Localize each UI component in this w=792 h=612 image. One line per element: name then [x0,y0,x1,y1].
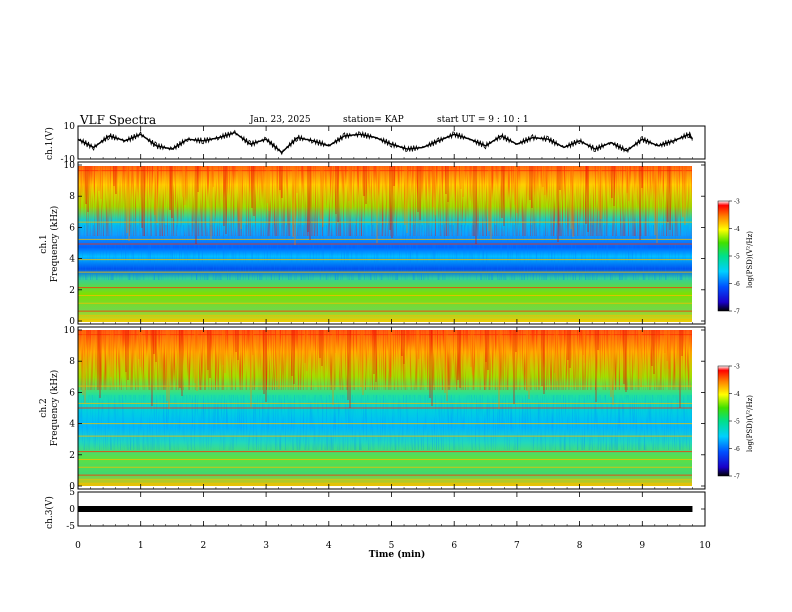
x-tick-label: 5 [389,541,395,551]
ch2-colorbar-ticks: -3 -4 -5 -6 -7 [729,364,740,481]
y-tick-label: 4 [69,420,75,430]
y-tick-label: 6 [69,388,75,398]
ch1-colorbar-scale [717,200,730,312]
ch1-waveform-line [77,131,694,154]
ch1-spectrogram-blue-noise [78,225,692,280]
y-tick-label: 6 [69,223,75,233]
ch2-spectrogram-panel [77,326,706,490]
colorbar-tick-label: -3 [734,199,740,206]
y-tick-label: 8 [69,192,75,202]
ch1-waveform-detail [77,129,693,156]
colorbar-tick-label: -5 [734,254,740,261]
y-tick-label: 5 [69,488,75,498]
y-tick-label: 10 [64,326,76,336]
ch1-spectral-lines [78,166,692,321]
ch1-colorbar: -3 -4 -5 -6 -7 log(PSD)(V²/Hz) [717,199,754,316]
y-tick-label: 2 [69,286,75,296]
ch2-colorbar: -3 -4 -5 -6 -7 log(PSD)(V²/Hz) [717,364,754,481]
ch2-spectral-lines [78,330,692,485]
colorbar-tick-label: -6 [734,281,740,288]
axis-ticks [77,125,706,527]
y-tick-label: 0 [69,505,75,515]
start-time-label: start UT = 9 : 10 : 1 [437,115,529,125]
y-tick-label: -10 [61,155,76,165]
y-tick-label: 0 [69,482,75,492]
x-tick-label: 6 [451,541,457,551]
x-tick-label: 9 [639,541,645,551]
ch1-spectrogram-ylabel-freq: Frequency (kHz) [49,206,60,283]
ch1-spectrogram-ylabel-channel: ch.1 [39,234,49,253]
ch1-spectrogram-red-noise [78,166,692,236]
colorbar-tick-label: -7 [734,474,740,481]
colorbar-tick-label: -6 [734,446,740,453]
ch1-waveform-series [77,129,694,156]
ch3-waveform-ylabel: ch.3(V) [44,496,55,529]
colorbar-tick-label: -4 [734,226,740,233]
ch2-spectrogram-red-noise [78,330,692,390]
ch2-spectrogram-blue-noise [78,395,692,450]
station-label: station= KAP [343,115,404,125]
y-tick-label: 0 [69,317,75,327]
x-tick-label: 10 [699,541,711,551]
y-tick-label: 8 [69,357,75,367]
y-tick-label: 2 [69,451,75,461]
colorbar-tick-label: -3 [734,364,740,371]
ch1-colorbar-label: log(PSD)(V²/Hz) [746,231,754,288]
colorbar-tick-label: -7 [734,309,740,316]
figure-title: VLF Spectra [80,113,157,127]
y-tick-label: -5 [66,522,75,532]
x-tick-label: 1 [138,541,144,551]
ch1-spectrogram-panel [77,161,706,325]
x-tick-label: 4 [326,541,332,551]
date-label: Jan. 23, 2025 [250,115,311,125]
x-tick-label: 0 [75,541,81,551]
colorbar-tick-label: -4 [734,391,740,398]
x-axis-label: Time (min) [369,549,426,560]
ch1-waveform-ylabel: ch.1(V) [44,127,55,160]
x-tick-label: 2 [201,541,207,551]
ch1-colorbar-ticks: -3 -4 -5 -6 -7 [729,199,740,316]
y-tick-label: 4 [69,255,75,265]
x-tick-label: 3 [263,541,269,551]
ch2-spectrogram-ylabel-freq: Frequency (kHz) [49,370,60,447]
ch2-colorbar-label: log(PSD)(V²/Hz) [746,395,754,452]
y-tick-label: 10 [64,122,76,132]
x-tick-label: 8 [577,541,583,551]
y-tick-label: 10 [64,161,76,171]
ch2-spectrogram-ylabel-channel: ch.2 [39,398,49,417]
ch2-colorbar-scale [717,365,730,477]
colorbar-tick-label: -5 [734,419,740,426]
x-tick-label: 7 [514,541,520,551]
